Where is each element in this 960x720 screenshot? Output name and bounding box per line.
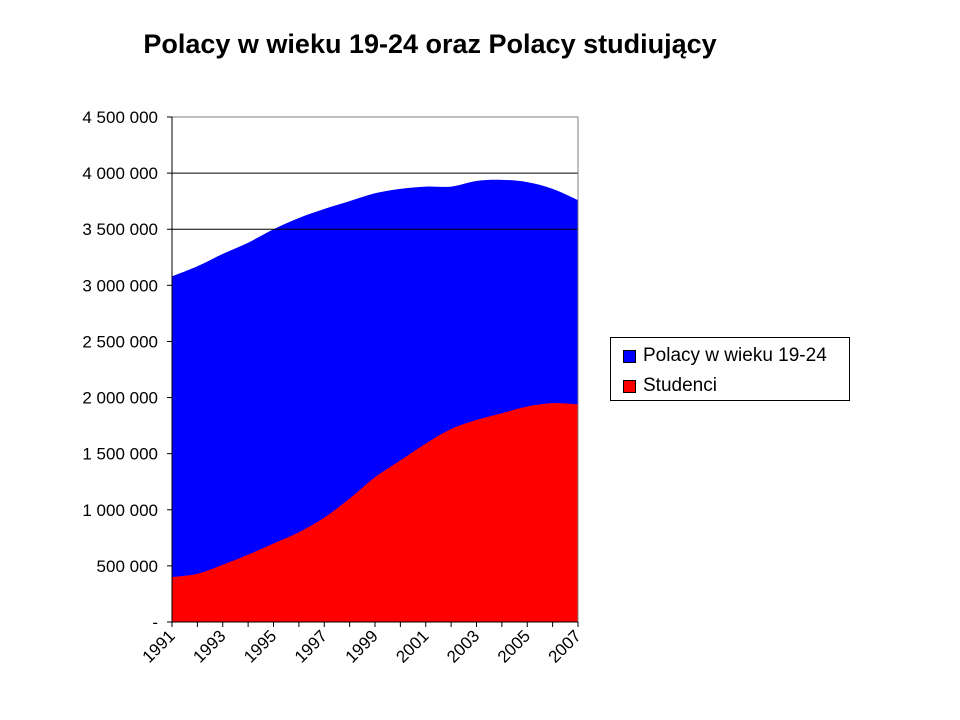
x-tick-label: 1997 — [291, 626, 331, 666]
series-area-1 — [172, 403, 578, 622]
y-tick-label: 1 000 000 — [82, 501, 158, 520]
x-tick-label: 1993 — [189, 626, 229, 666]
legend-label-population: Polacy w wieku 19-24 — [643, 345, 827, 366]
x-tick-label: 1995 — [240, 626, 280, 666]
y-tick-label: 2 000 000 — [82, 389, 158, 408]
x-tick-label: 1991 — [139, 626, 179, 666]
y-tick-label: 2 500 000 — [82, 332, 158, 351]
legend-swatch-population — [623, 349, 636, 363]
chart-title: Polacy w wieku 19-24 oraz Polacy studiuj… — [143, 29, 717, 59]
legend-label-students: Studenci — [643, 375, 717, 396]
x-tick-label: 1999 — [342, 626, 382, 666]
legend: Polacy w wieku 19-24 Studenci — [610, 337, 850, 401]
y-tick-label: 500 000 — [97, 557, 158, 576]
y-tick-label: 4 000 000 — [82, 164, 158, 183]
y-tick-label: 4 500 000 — [82, 108, 158, 127]
y-tick-label: 1 500 000 — [82, 445, 158, 464]
legend-item-students: Studenci — [623, 375, 717, 396]
legend-swatch-students — [623, 379, 636, 393]
x-tick-label: 2005 — [494, 626, 534, 666]
legend-item-population: Polacy w wieku 19-24 — [623, 345, 827, 366]
x-tick-label: 2007 — [545, 626, 585, 666]
x-tick-label: 2003 — [443, 626, 483, 666]
y-tick-label: 3 000 000 — [82, 276, 158, 295]
y-tick-label: 3 500 000 — [82, 220, 158, 239]
y-tick-label: - — [152, 613, 158, 632]
x-tick-label: 2001 — [392, 626, 432, 666]
